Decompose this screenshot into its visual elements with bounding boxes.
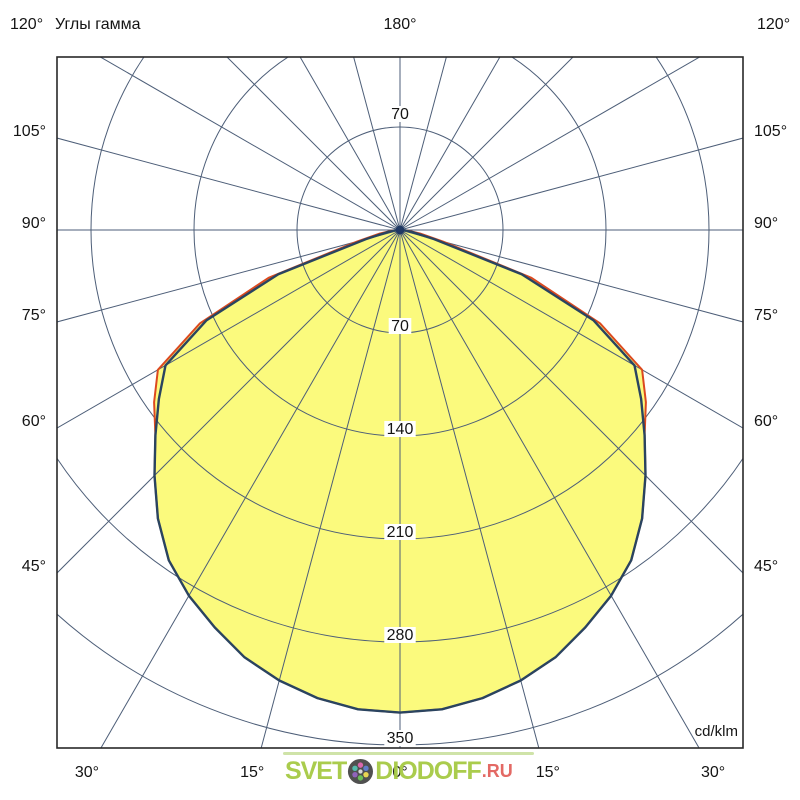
watermark-text-svet: SVET: [284, 757, 347, 785]
watermark-logo-dot: [352, 771, 358, 778]
watermark: SVET DIODOFF .RU: [285, 757, 513, 786]
polar-grid-ray: [299, 57, 401, 231]
radial-tick-bg: [384, 421, 416, 437]
watermark-logo-icon: [347, 758, 374, 785]
radial-tick-label: 140: [387, 421, 414, 438]
polar-grid-ray: [399, 57, 701, 231]
watermark-text-ru: .RU: [481, 761, 513, 781]
polar-grid-ray: [399, 57, 447, 231]
top-angle-label: 180°: [383, 16, 416, 33]
polar-grid-ray: [399, 137, 743, 231]
plot-frame: [56, 56, 744, 749]
radial-tick-bg: [388, 318, 412, 334]
gamma-angle-label-left: 75°: [22, 307, 46, 324]
bottom-angle-label: 15°: [536, 764, 560, 781]
radial-tick-label: 280: [387, 627, 414, 644]
bottom-angle-label: 30°: [701, 764, 725, 781]
polar-grid-ray: [399, 229, 743, 574]
watermark-logo-dot: [358, 775, 364, 781]
polar-grid-ray: [353, 57, 401, 231]
corner-angle-label-top-left: 120°: [10, 16, 43, 33]
radial-tick-bg: [384, 730, 416, 746]
polar-grid-ray: [399, 57, 574, 231]
polar-grid-ray: [399, 229, 743, 429]
polar-grid-ray: [100, 229, 401, 748]
polar-grid-ray: [260, 229, 401, 748]
polar-grid-ray: [99, 57, 401, 231]
watermark-logo-dot: [363, 771, 369, 778]
polar-grid-ray: [57, 229, 401, 574]
unit-label: cd/klm: [695, 723, 738, 740]
bottom-angle-label: 15°: [240, 764, 264, 781]
polar-grid-ray: [57, 229, 401, 429]
gamma-angle-label-right: 60°: [754, 413, 778, 430]
polar-grid-ray: [226, 57, 401, 231]
radial-tick-bg: [384, 524, 416, 540]
corner-angle-label-top-right: 120°: [757, 16, 790, 33]
polar-grid-ray: [399, 57, 501, 231]
radial-tick-bg: [388, 106, 412, 122]
radial-tick-label-top: 70: [391, 106, 409, 123]
bottom-angle-label: 0°: [392, 764, 407, 781]
diagram-title: Углы гамма: [55, 16, 141, 33]
gamma-angle-label-right: 90°: [754, 215, 778, 232]
polar-grid-ray: [399, 229, 700, 748]
polar-grid-ray: [399, 229, 743, 323]
watermark-logo-dot: [352, 765, 358, 772]
gamma-angle-label-left: 60°: [22, 413, 46, 430]
watermark-text-diodoff: DIODOFF: [375, 757, 481, 785]
gamma-angle-label-left: 45°: [22, 558, 46, 575]
polar-grid-ray: [57, 229, 401, 323]
gamma-angle-label-right: 105°: [754, 123, 787, 140]
watermark-logo-dot: [363, 765, 369, 772]
gamma-angle-label-left: 90°: [22, 215, 46, 232]
radial-tick-label: 350: [387, 730, 414, 747]
watermark-overline: [283, 752, 534, 755]
curve-c90-c270: [153, 228, 647, 714]
polar-grid-ray: [57, 137, 401, 231]
radial-tick-label: 210: [387, 524, 414, 541]
polar-grid-ray: [399, 229, 540, 748]
radial-tick-label: 70: [391, 318, 409, 335]
bottom-angle-label: 30°: [75, 764, 99, 781]
radial-tick-bg: [384, 627, 416, 643]
origin-dot: [395, 225, 405, 235]
gamma-angle-label-right: 75°: [754, 307, 778, 324]
watermark-logo-center-dot: [358, 769, 363, 774]
gamma-angle-label-left: 105°: [13, 123, 46, 140]
watermark-logo-dot: [358, 762, 364, 768]
gamma-angle-label-right: 45°: [754, 558, 778, 575]
